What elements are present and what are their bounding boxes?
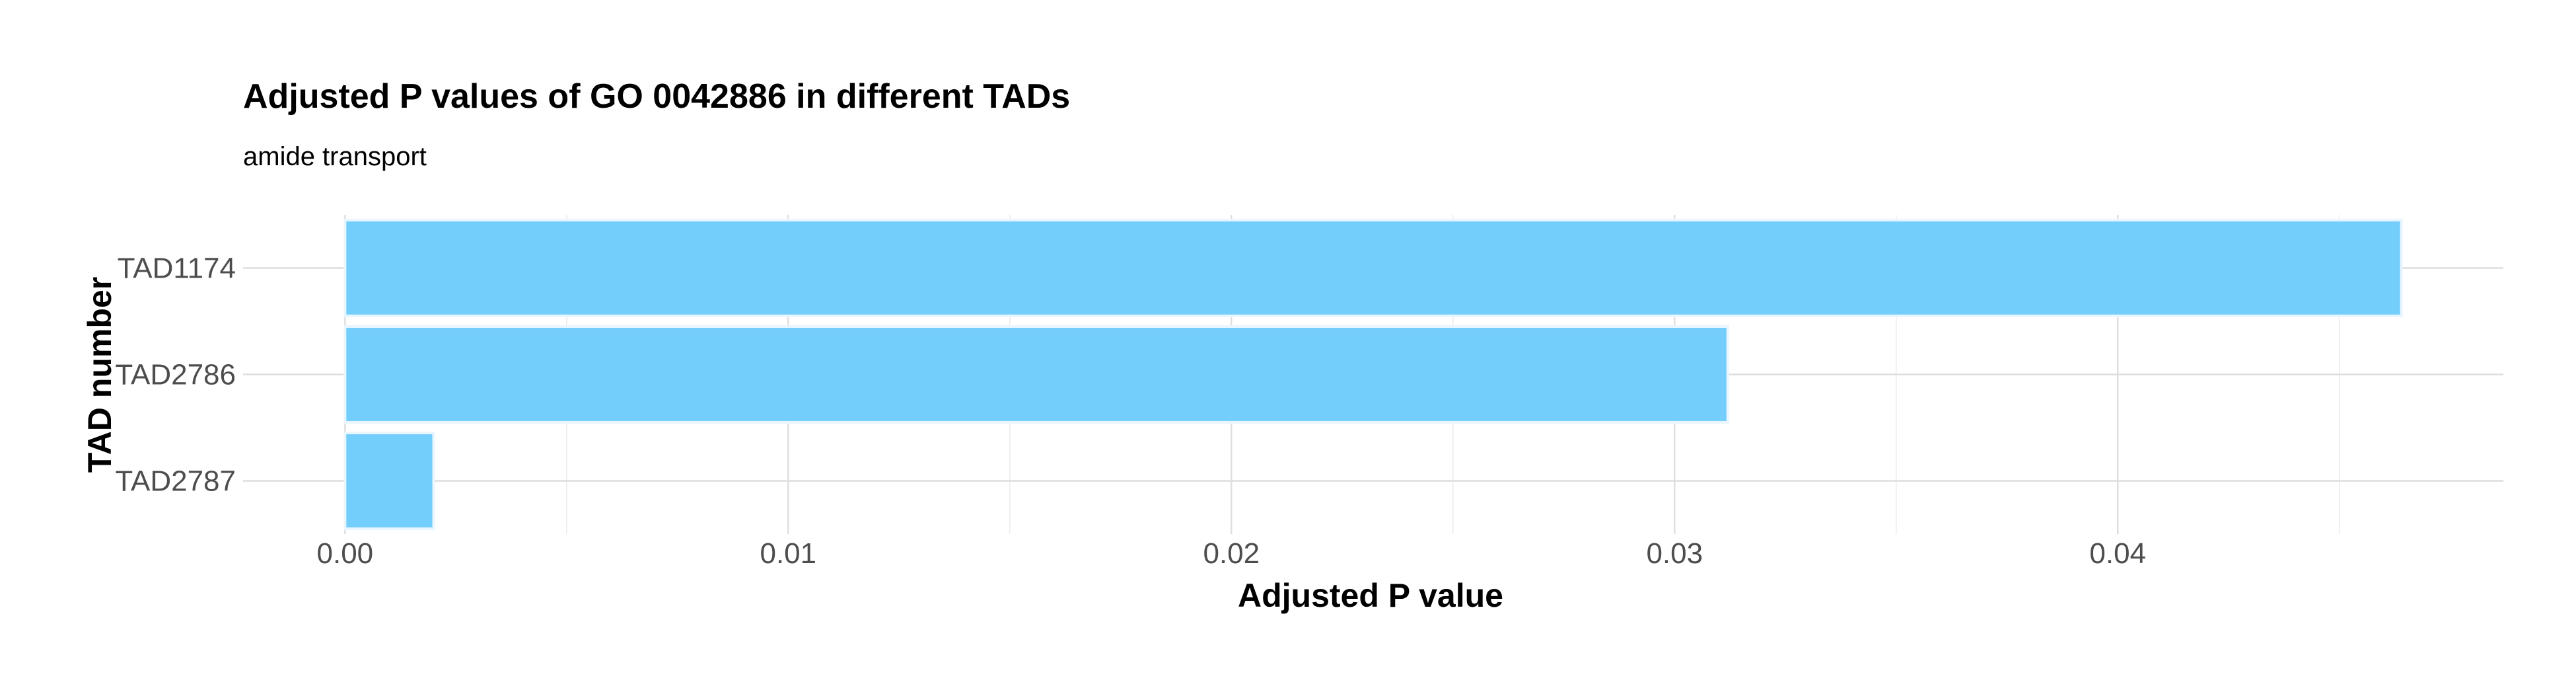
bars bbox=[343, 219, 2403, 530]
bar-tad1174 bbox=[343, 219, 2403, 317]
chart-subtitle: amide transport bbox=[243, 142, 427, 171]
x-axis-title: Adjusted P value bbox=[1238, 577, 1503, 614]
x-tick-label: 0.00 bbox=[317, 537, 374, 570]
x-tick-label: 0.02 bbox=[1203, 537, 1260, 570]
chart-title: Adjusted P values of GO 0042886 in diffe… bbox=[243, 77, 1070, 116]
x-tick-label: 0.04 bbox=[2089, 537, 2146, 570]
x-tick-label: 0.03 bbox=[1646, 537, 1703, 570]
bar-tad2787 bbox=[343, 432, 435, 530]
y-tick-label: TAD2786 bbox=[115, 359, 236, 391]
y-axis-tick-labels: TAD1174 TAD2786 TAD2787 bbox=[115, 252, 236, 498]
y-axis-title: TAD number bbox=[81, 277, 118, 473]
x-axis-tick-labels: 0.00 0.01 0.02 0.03 0.04 bbox=[317, 537, 2147, 570]
x-tick-label: 0.01 bbox=[760, 537, 816, 570]
y-tick-label: TAD1174 bbox=[118, 252, 236, 285]
bar-tad2786 bbox=[343, 325, 1729, 424]
y-tick-label: TAD2787 bbox=[115, 465, 236, 498]
